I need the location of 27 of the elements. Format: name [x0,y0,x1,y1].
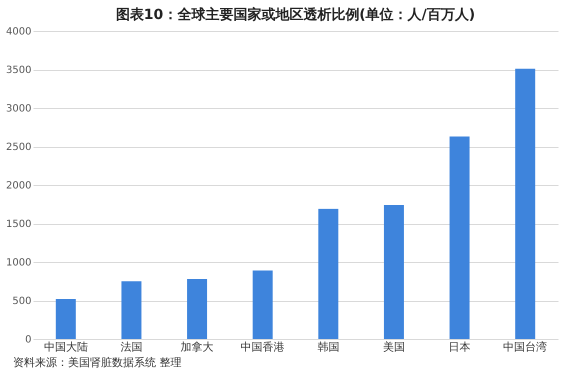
y-tick-label: 2000 [6,180,32,192]
x-tick-label: 中国台湾 [503,340,548,354]
x-tick-label: 日本 [448,340,471,354]
y-tick-label: 0 [25,334,32,346]
bar [450,136,470,339]
y-tick-label: 1000 [6,258,32,268]
y-tick-label: 2500 [6,142,32,153]
chart-title: 图表10：全球主要国家或地区透析比例(单位：人/百万人) [116,6,476,23]
y-tick-label: 3500 [6,65,32,76]
x-tick-label: 法国 [120,340,142,354]
y-tick-label: 3000 [6,104,32,114]
bar [252,270,273,339]
bar [318,208,338,339]
x-tick-label: 加拿大 [180,340,214,354]
bar [56,298,76,339]
y-tick-label: 1500 [6,219,32,230]
bar [384,205,404,339]
bar [187,278,208,339]
bar [121,281,142,339]
text: 资料来源：美国肾脏数据系统 整理 [13,356,182,369]
bar [515,68,536,339]
y-tick-label: 4000 [6,26,32,38]
y-tick-label: 500 [12,296,32,307]
x-tick-label: 中国香港 [240,340,285,354]
x-tick-label: 美国 [382,340,405,354]
x-tick-label: 韩国 [317,340,340,354]
x-tick-label: 中国大陆 [44,340,88,354]
